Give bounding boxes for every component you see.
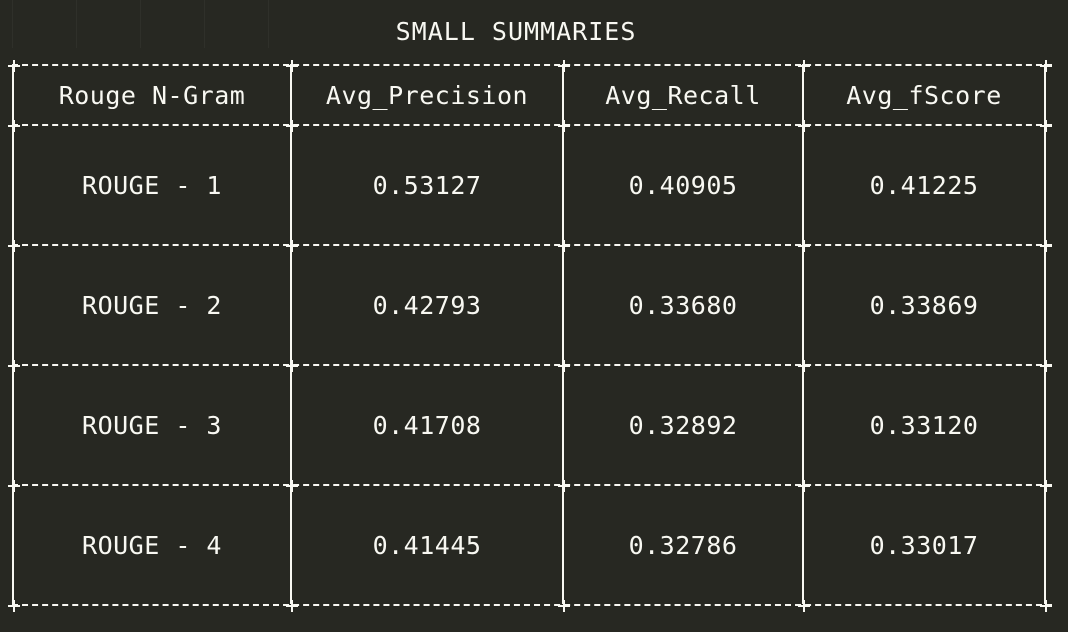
header-avg-precision: Avg_Precision xyxy=(325,80,529,110)
border-junction xyxy=(798,360,810,372)
border-junction xyxy=(1040,120,1052,132)
cell-recall: 0.32892 xyxy=(628,410,738,440)
cell-fscore: 0.33120 xyxy=(869,410,979,440)
header-avg-recall: Avg_Recall xyxy=(605,80,761,110)
border-junction xyxy=(1040,600,1052,612)
cell-precision: 0.41445 xyxy=(372,530,482,560)
header-rouge-n-gram: Rouge N-Gram xyxy=(58,80,246,110)
border-junction xyxy=(286,120,298,132)
cell-recall: 0.33680 xyxy=(628,290,738,320)
border-junction xyxy=(558,360,570,372)
cell-ngram: ROUGE - 1 xyxy=(82,170,222,200)
column-separator xyxy=(802,64,804,604)
cell-recall: 0.40905 xyxy=(628,170,738,200)
header-avg-fscore: Avg_fScore xyxy=(846,80,1002,110)
rouge-scores-table: Rouge N-Gram Avg_Precision Avg_Recall Av… xyxy=(8,52,1052,612)
border-junction xyxy=(1040,360,1052,372)
border-junction xyxy=(798,120,810,132)
cell-fscore: 0.33869 xyxy=(869,290,979,320)
cell-precision: 0.53127 xyxy=(372,170,482,200)
border-junction xyxy=(286,480,298,492)
border-junction xyxy=(1040,480,1052,492)
header-separator xyxy=(12,124,1052,126)
border-junction xyxy=(558,480,570,492)
border-junction xyxy=(558,120,570,132)
border-junction xyxy=(286,60,298,72)
row-separator xyxy=(12,484,1052,486)
row-separator xyxy=(12,364,1052,366)
border-junction xyxy=(558,60,570,72)
border-junction xyxy=(8,240,20,252)
border-junction xyxy=(286,240,298,252)
cell-ngram: ROUGE - 2 xyxy=(82,290,222,320)
border-junction xyxy=(8,600,20,612)
table-border-bottom xyxy=(12,604,1052,606)
table-title: SMALL SUMMARIES xyxy=(395,17,637,46)
table-border-top xyxy=(12,64,1052,66)
column-separator xyxy=(562,64,564,604)
row-separator xyxy=(12,244,1052,246)
border-junction xyxy=(798,60,810,72)
border-junction xyxy=(1040,60,1052,72)
border-junction xyxy=(798,240,810,252)
border-junction xyxy=(8,120,20,132)
border-junction xyxy=(8,360,20,372)
border-junction xyxy=(558,600,570,612)
border-junction xyxy=(8,60,20,72)
column-separator xyxy=(290,64,292,604)
border-junction xyxy=(798,480,810,492)
border-junction xyxy=(8,480,20,492)
cell-precision: 0.41708 xyxy=(372,410,482,440)
cell-recall: 0.32786 xyxy=(628,530,738,560)
border-junction xyxy=(286,600,298,612)
border-junction xyxy=(798,600,810,612)
table-border-right xyxy=(1044,64,1046,604)
border-junction xyxy=(286,360,298,372)
border-junction xyxy=(558,240,570,252)
cell-fscore: 0.33017 xyxy=(869,530,979,560)
cell-precision: 0.42793 xyxy=(372,290,482,320)
table-border-left xyxy=(12,64,14,604)
cell-ngram: ROUGE - 3 xyxy=(82,410,222,440)
cell-ngram: ROUGE - 4 xyxy=(82,530,222,560)
cell-fscore: 0.41225 xyxy=(869,170,979,200)
border-junction xyxy=(1040,240,1052,252)
terminal-column-guides xyxy=(12,0,332,48)
